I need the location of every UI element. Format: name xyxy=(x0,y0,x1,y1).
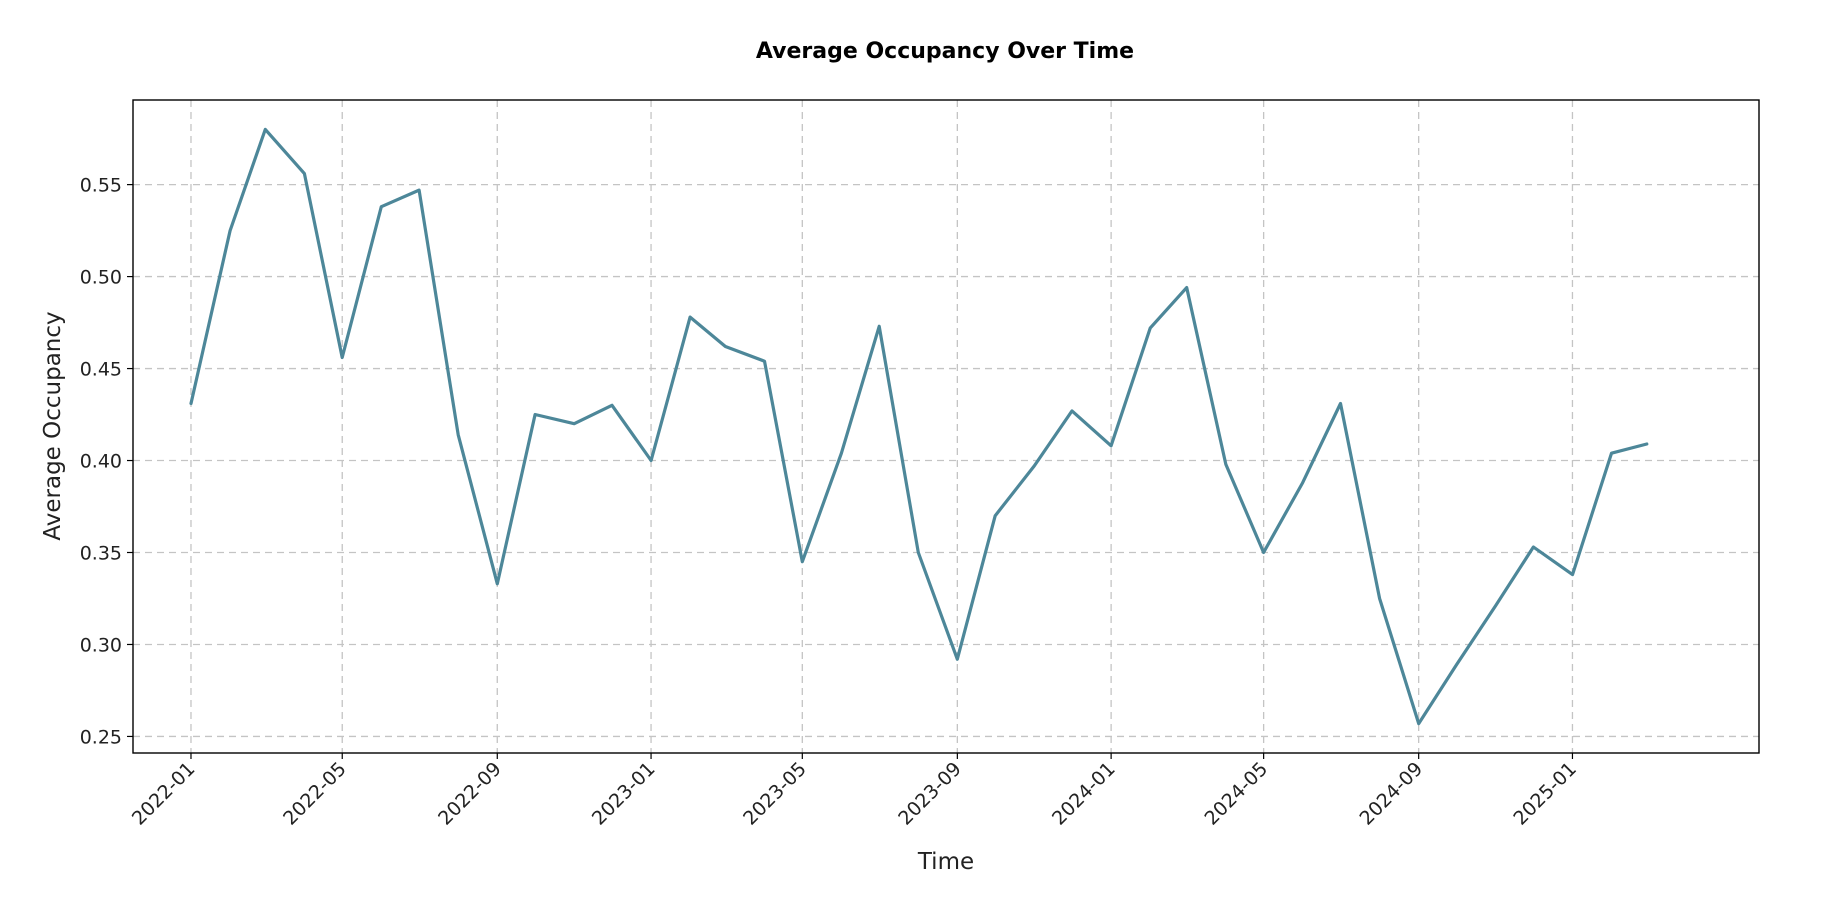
x-tick-label: 2023-05 xyxy=(739,758,811,830)
chart-title: Average Occupancy Over Time xyxy=(756,39,1134,64)
y-tick-label: 0.30 xyxy=(80,634,122,656)
x-tick-label: 2024-01 xyxy=(1048,758,1120,830)
x-tick-label: 2023-01 xyxy=(588,758,660,830)
y-tick-label: 0.25 xyxy=(80,726,122,748)
y-tick-label: 0.45 xyxy=(80,359,122,381)
plot-frame xyxy=(132,99,1760,754)
y-tick-label: 0.35 xyxy=(80,543,122,565)
axis-ticks: 0.25 0.30 0.35 0.40 0.45 0.50 0.55 2022-01 2022-… xyxy=(80,175,1581,830)
x-tick-label: 2022-01 xyxy=(128,758,200,830)
x-tick-label: 2025-01 xyxy=(1509,758,1581,830)
x-tick-label: 2024-05 xyxy=(1200,758,1272,830)
y-tick-label: 0.40 xyxy=(80,451,122,473)
series-line xyxy=(189,127,1649,726)
grid-lines xyxy=(133,100,1759,753)
y-tick-label: 0.55 xyxy=(80,175,122,197)
y-axis-label: Average Occupancy xyxy=(40,311,66,540)
x-tick-label: 2024-09 xyxy=(1356,758,1428,830)
x-tick-label: 2023-09 xyxy=(894,758,966,830)
x-tick-label: 2022-09 xyxy=(434,758,506,830)
x-axis-label: Time xyxy=(917,849,974,875)
y-tick-label: 0.50 xyxy=(80,267,122,289)
x-tick-label: 2022-05 xyxy=(279,758,351,830)
